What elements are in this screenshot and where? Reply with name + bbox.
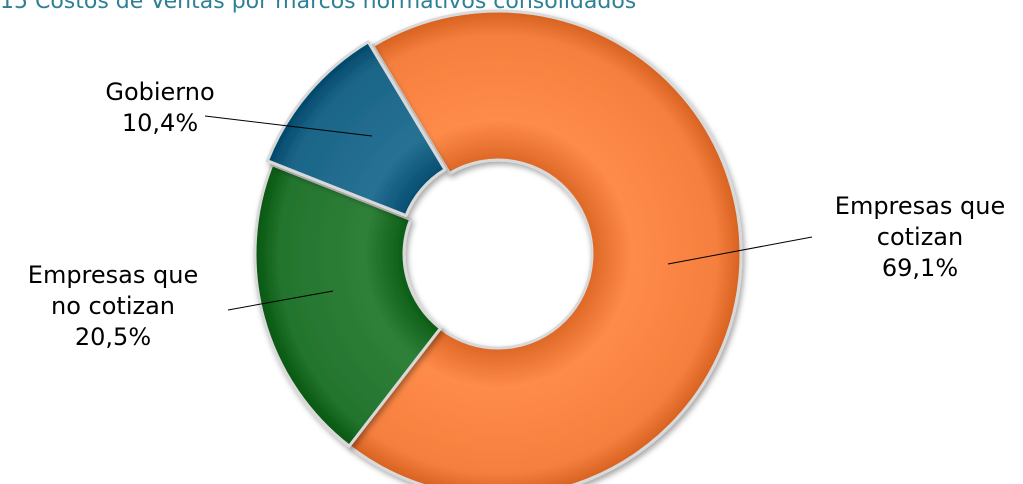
- slice-category-label: Gobierno: [105, 78, 214, 106]
- slice-category-label: Empresas que: [835, 192, 1005, 220]
- slice-label: Empresas que no cotizan 20,5%: [28, 261, 198, 351]
- slice: [347, 9, 743, 484]
- slice-category-label: Empresas que: [28, 261, 198, 289]
- slice-category-label: cotizan: [877, 223, 963, 251]
- slice: [253, 163, 442, 448]
- leader-line: [204, 115, 373, 137]
- slice-value-label: 69,1%: [882, 254, 958, 282]
- leader-line: [227, 290, 334, 311]
- slice-label: Empresas que cotizan 69,1%: [835, 192, 1005, 282]
- leader-line: [667, 236, 813, 265]
- slice: [265, 40, 447, 218]
- slice-value-label: 20,5%: [75, 323, 151, 351]
- slice-value-label: 10,4%: [122, 109, 198, 137]
- slice-label: Gobierno 10,4%: [105, 78, 214, 137]
- slice-category-label: no cotizan: [51, 292, 175, 320]
